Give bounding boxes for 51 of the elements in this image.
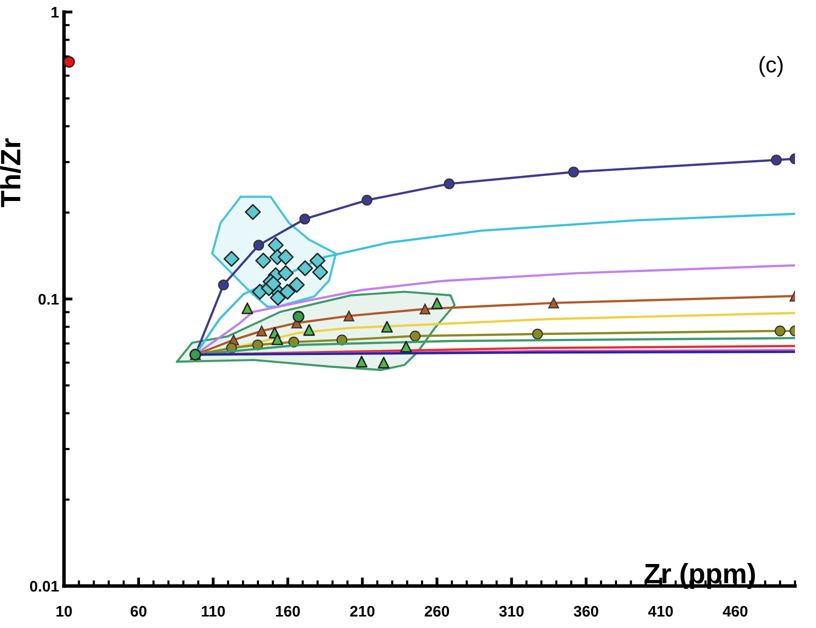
point — [64, 56, 75, 68]
point — [309, 252, 326, 269]
point — [410, 330, 421, 342]
point — [299, 214, 310, 224]
point — [400, 340, 412, 353]
point — [268, 237, 284, 254]
point — [256, 326, 268, 336]
annotation: (c) — [760, 56, 783, 77]
point — [270, 290, 286, 306]
point — [312, 264, 328, 280]
y-axis-title: Th/Zr — [0, 138, 21, 208]
x-tick-label: 60 — [130, 606, 146, 617]
point — [378, 356, 390, 369]
point — [444, 178, 455, 190]
point — [362, 194, 372, 206]
x-tick-label: 310 — [499, 606, 524, 617]
point — [288, 276, 305, 293]
point — [431, 297, 443, 310]
point — [381, 320, 393, 333]
y-tick-label: 0.1 — [38, 294, 59, 305]
y-tick-label: 1 — [52, 7, 59, 18]
x-tick-label: 410 — [648, 606, 673, 617]
point — [224, 250, 240, 267]
y-tick-label: 0.01 — [30, 580, 59, 592]
x-tick-label: 360 — [574, 606, 598, 617]
point — [356, 356, 368, 368]
point — [242, 302, 254, 314]
point — [770, 154, 782, 166]
x-tick-label: 110 — [202, 606, 225, 617]
x-tick-label: 260 — [424, 606, 450, 617]
x-tick-label: 460 — [722, 606, 748, 617]
point — [244, 204, 261, 220]
x-tick-label: 10 — [56, 606, 72, 617]
point — [278, 265, 294, 282]
point — [292, 310, 304, 322]
point — [271, 333, 284, 346]
point — [548, 298, 560, 308]
point — [344, 310, 354, 322]
point — [532, 328, 543, 340]
point — [278, 249, 294, 266]
point — [774, 326, 786, 336]
x-tick-label: 210 — [350, 606, 374, 617]
point — [568, 166, 580, 178]
point — [420, 304, 430, 314]
point — [303, 324, 315, 336]
x-tick-label: 160 — [276, 606, 300, 617]
point — [218, 279, 229, 290]
point — [255, 252, 272, 269]
point — [280, 284, 296, 300]
point — [297, 260, 314, 276]
point — [253, 240, 264, 251]
